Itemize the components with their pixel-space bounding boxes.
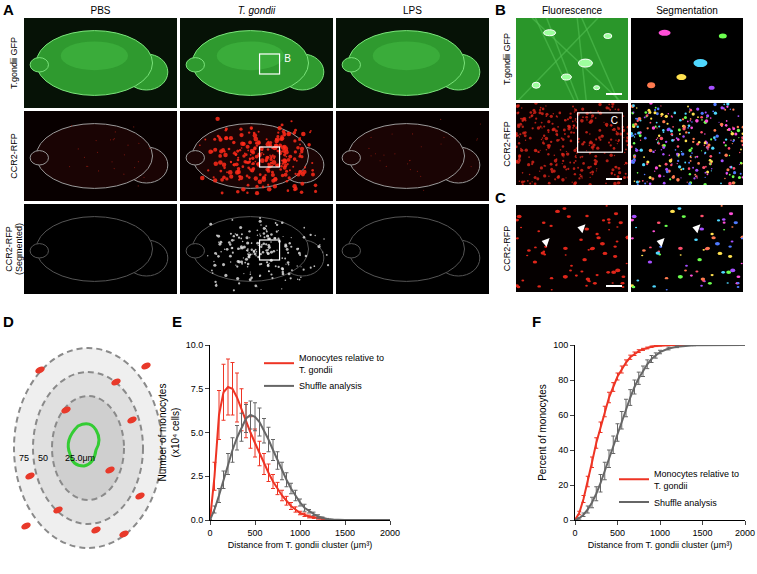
svg-text:T. gondii: T. gondii bbox=[238, 5, 276, 16]
svg-text:Fluorescence: Fluorescence bbox=[542, 5, 602, 16]
svg-text:CCR2-RFP: CCR2-RFP bbox=[9, 133, 19, 179]
svg-text:B: B bbox=[495, 1, 506, 18]
svg-text:1500: 1500 bbox=[692, 528, 712, 538]
svg-text:2000: 2000 bbox=[380, 528, 400, 538]
svg-text:PBS: PBS bbox=[90, 5, 110, 16]
svg-text:100: 100 bbox=[553, 340, 568, 350]
svg-text:0: 0 bbox=[563, 515, 568, 525]
svg-text:LPS: LPS bbox=[403, 5, 422, 16]
svg-text:75: 75 bbox=[19, 453, 29, 463]
svg-text:Segmentation: Segmentation bbox=[656, 5, 718, 16]
svg-text:60: 60 bbox=[558, 410, 568, 420]
svg-text:0: 0 bbox=[207, 528, 212, 538]
svg-text:40: 40 bbox=[558, 445, 568, 455]
svg-text:5.0: 5.0 bbox=[191, 428, 204, 438]
svg-text:80: 80 bbox=[558, 375, 568, 385]
svg-text:25.0μm: 25.0μm bbox=[65, 453, 95, 463]
svg-text:1000: 1000 bbox=[650, 528, 670, 538]
svg-text:T.gondii GFP: T.gondii GFP bbox=[502, 33, 512, 85]
svg-text:500: 500 bbox=[247, 528, 262, 538]
svg-text:Monocytes relative toT. gondii: Monocytes relative toT. gondii bbox=[654, 469, 739, 491]
svg-text:2.5: 2.5 bbox=[191, 471, 204, 481]
svg-text:20: 20 bbox=[558, 480, 568, 490]
svg-text:0.0: 0.0 bbox=[191, 515, 204, 525]
svg-text:500: 500 bbox=[610, 528, 625, 538]
svg-text:10.0: 10.0 bbox=[186, 340, 204, 350]
svg-text:Number of monocytes(x10⁴ cells: Number of monocytes(x10⁴ cells) bbox=[157, 384, 181, 482]
svg-text:0: 0 bbox=[572, 528, 577, 538]
svg-text:1000: 1000 bbox=[290, 528, 310, 538]
svg-text:50: 50 bbox=[38, 453, 48, 463]
svg-text:Distance from T. gondii cluste: Distance from T. gondii cluster (μm³) bbox=[588, 540, 733, 550]
svg-text:C: C bbox=[495, 189, 506, 206]
svg-text:CCR2-RFP: CCR2-RFP bbox=[502, 226, 512, 272]
svg-text:E: E bbox=[172, 313, 182, 330]
svg-text:F: F bbox=[532, 313, 541, 330]
svg-text:Percent of monocytes: Percent of monocytes bbox=[537, 384, 548, 481]
svg-text:Shuffle analysis: Shuffle analysis bbox=[654, 498, 717, 508]
svg-text:CCR2-RFP(Segmented): CCR2-RFP(Segmented) bbox=[4, 223, 24, 275]
svg-text:2000: 2000 bbox=[735, 528, 755, 538]
svg-text:1500: 1500 bbox=[335, 528, 355, 538]
svg-text:C: C bbox=[611, 115, 618, 126]
svg-text:7.5: 7.5 bbox=[191, 384, 204, 394]
svg-text:Monocytes relative toT. gondii: Monocytes relative toT. gondii bbox=[299, 353, 384, 375]
svg-text:T.gondii GFP: T.gondii GFP bbox=[9, 37, 19, 89]
svg-text:Distance from T. gondii cluste: Distance from T. gondii cluster (μm³) bbox=[228, 540, 373, 550]
svg-text:A: A bbox=[3, 1, 14, 18]
svg-text:Shuffle analysis: Shuffle analysis bbox=[299, 381, 362, 391]
svg-text:CCR2-RFP: CCR2-RFP bbox=[502, 121, 512, 167]
svg-text:B: B bbox=[284, 53, 291, 64]
svg-text:D: D bbox=[3, 313, 14, 330]
